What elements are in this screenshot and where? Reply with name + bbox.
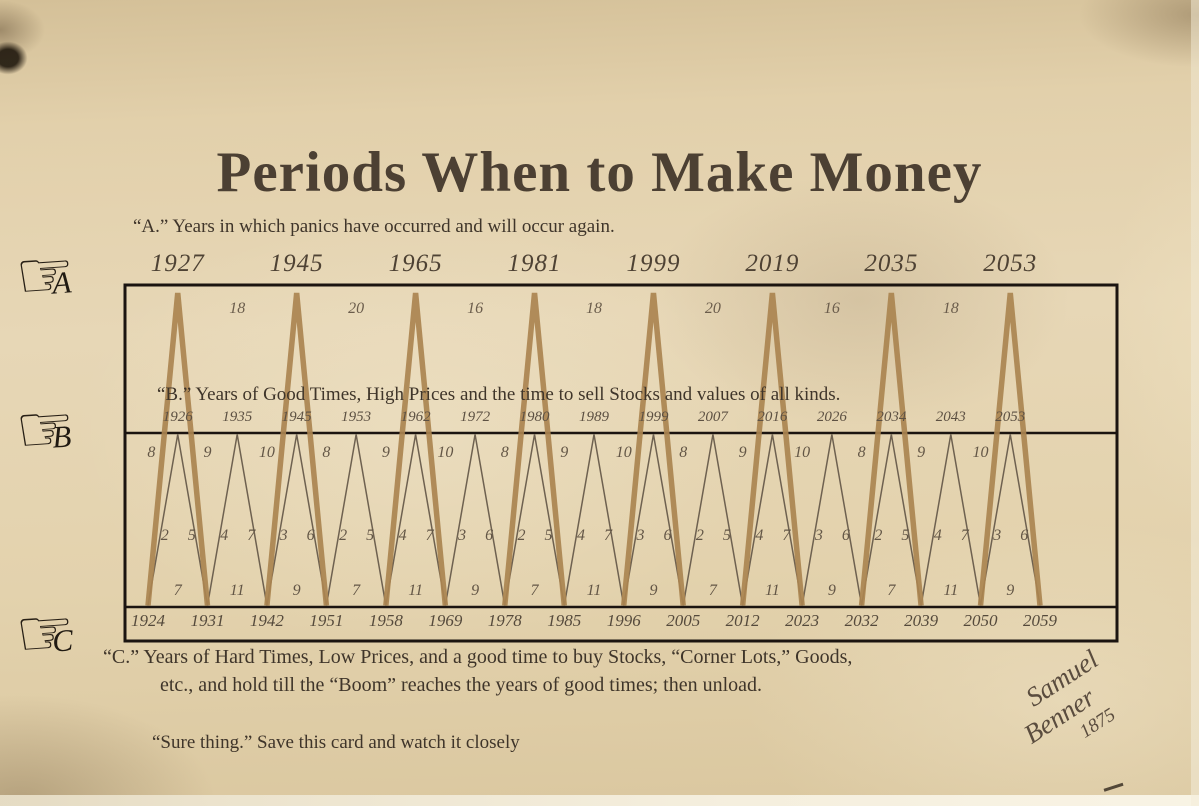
footer-note: “Sure thing.” Save this card and watch i…: [152, 732, 520, 753]
manicule-b: ☞ B: [13, 388, 136, 470]
manicule-c: ☞ C: [13, 592, 136, 674]
page-title: Periods When to Make Money: [216, 141, 983, 205]
section-a-description: “A.” Years in which panics have occurred…: [133, 216, 615, 237]
section-b-description: “B.” Years of Good Times, High Prices an…: [157, 384, 841, 405]
section-c-description-line2: etc., and hold till the “Boom” reaches t…: [160, 674, 763, 696]
section-c-description-line1: “C.” Years of Hard Times, Low Prices, an…: [103, 646, 853, 668]
section-a-letter: A: [51, 264, 73, 301]
manicule-a: ☞ A: [13, 234, 136, 316]
section-c-letter: C: [51, 622, 75, 659]
section-b-letter: B: [51, 418, 73, 455]
